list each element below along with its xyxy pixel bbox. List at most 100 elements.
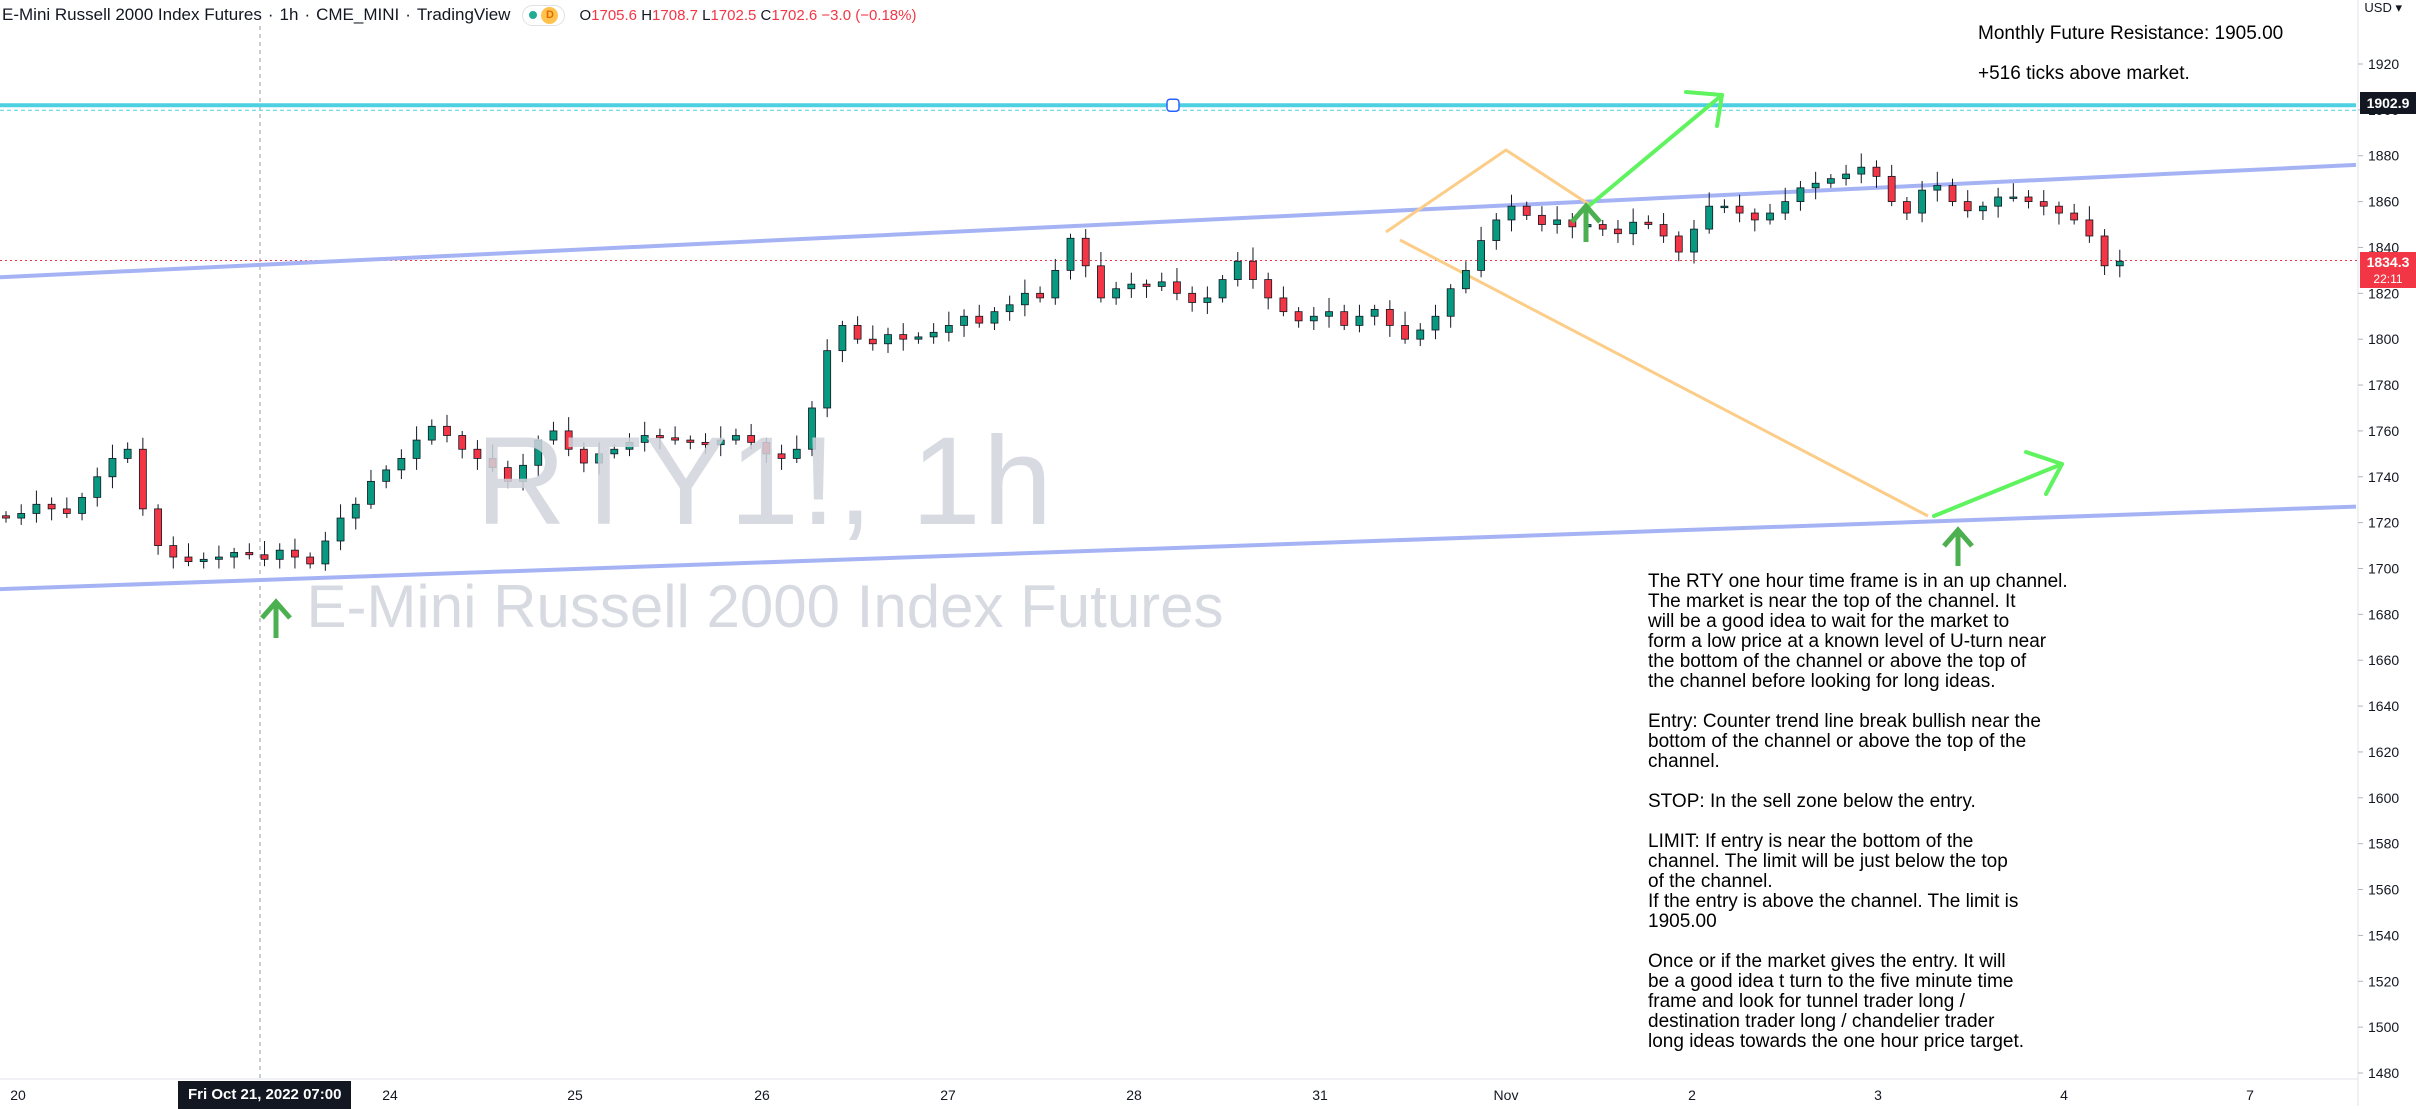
candle[interactable] [1826,174,1835,188]
analysis-paragraph-5[interactable]: Once or if the market gives the entry. I… [1648,951,2025,1052]
signal-arrows[interactable] [260,90,2064,638]
candle[interactable] [1994,187,2003,218]
channel-upper-line[interactable] [0,162,2357,280]
candle[interactable] [2,511,10,523]
candle[interactable] [929,323,938,344]
analysis-paragraph-4[interactable]: LIMIT: If entry is near the bottom of th… [1648,831,2019,932]
candle[interactable] [732,428,740,445]
candle[interactable] [1325,297,1333,328]
candle[interactable] [214,545,223,569]
candle[interactable] [2070,203,2079,225]
candle[interactable] [1902,197,1911,220]
candle[interactable] [62,497,71,519]
candle[interactable] [823,339,832,418]
candle[interactable] [777,444,786,470]
candle[interactable] [17,504,26,525]
candle[interactable] [1401,311,1409,344]
candle[interactable] [47,497,56,521]
analysis-paragraph-3[interactable]: STOP: In the sell zone below the entry. [1648,791,1976,812]
candle[interactable] [1811,171,1820,200]
candle[interactable] [1507,194,1516,232]
candle[interactable] [1796,180,1805,211]
candle[interactable] [1705,192,1714,234]
candle[interactable] [1735,194,1744,223]
candle[interactable] [78,492,86,521]
candle[interactable] [762,437,771,464]
candle[interactable] [1629,208,1638,246]
candle[interactable] [579,442,588,473]
candle[interactable] [169,536,178,569]
candle[interactable] [1279,286,1288,317]
candle[interactable] [899,323,908,351]
candle[interactable] [1720,199,1729,214]
candle[interactable] [138,437,147,516]
candle[interactable] [1066,233,1075,280]
resistance-note-ticks[interactable]: +516 ticks above market. [1978,63,2190,84]
candle[interactable] [534,435,543,477]
candle[interactable] [1370,304,1379,326]
projection-upper-path[interactable] [1385,148,1591,234]
candle[interactable] [2115,249,2124,278]
candle[interactable] [1857,153,1866,184]
candle[interactable] [656,428,664,450]
candle[interactable] [701,433,710,454]
candle[interactable] [868,325,877,351]
candle[interactable] [108,444,117,489]
candle[interactable] [367,469,375,509]
candle[interactable] [382,465,391,489]
candle[interactable] [245,543,254,560]
candle[interactable] [1385,300,1394,337]
candle[interactable] [1005,295,1014,321]
signal-up-arrow-left[interactable] [260,598,292,638]
candle[interactable] [123,442,132,464]
candle[interactable] [1781,187,1790,220]
candle[interactable] [1918,180,1926,223]
candle[interactable] [1842,164,1850,186]
time-axis[interactable]: 20 24 25 26 27 28 31 Nov 2 3 4 7 [10,1087,2254,1103]
candle[interactable] [595,442,603,475]
candle[interactable] [1340,304,1349,331]
candle[interactable] [960,309,968,337]
candle[interactable] [503,460,512,489]
resistance-line-handle[interactable] [1166,98,1180,112]
interval-label[interactable]: 1h [279,5,299,24]
candle[interactable] [1644,215,1653,230]
candle[interactable] [184,543,193,567]
candle[interactable] [154,504,162,555]
candle[interactable] [260,540,269,567]
candle[interactable] [2009,183,2018,202]
candle[interactable] [336,504,345,551]
candle[interactable] [944,311,953,342]
candle[interactable] [1979,201,1987,220]
candle[interactable] [549,421,558,445]
candle[interactable] [1233,252,1242,287]
candle[interactable] [884,327,892,353]
candle[interactable] [1598,219,1607,236]
candle[interactable] [1416,323,1425,347]
candle[interactable] [1249,247,1257,289]
candle[interactable] [1522,201,1531,220]
candle[interactable] [990,307,999,331]
target-arrow-upper[interactable] [1588,93,1724,207]
candle[interactable] [473,440,482,470]
candle[interactable] [1872,160,1881,188]
candle[interactable] [1294,307,1303,328]
candle[interactable] [412,426,421,470]
resistance-note-title[interactable]: Monthly Future Resistance: 1905.00 [1978,23,2284,44]
candle[interactable] [914,332,923,344]
candle[interactable] [564,417,573,457]
analysis-paragraph-1[interactable]: The RTY one hour time frame is in an up … [1648,571,2068,692]
candle[interactable] [1538,206,1546,232]
drawing-overlays[interactable] [0,98,2357,592]
candle[interactable] [351,497,360,530]
target-arrow-upper-head[interactable] [1684,90,1724,128]
candle[interactable] [1766,203,1774,225]
candle[interactable] [1690,219,1698,264]
candle[interactable] [747,424,756,450]
candle[interactable] [1051,258,1060,305]
target-arrow-lower[interactable] [1932,462,2064,518]
candle[interactable] [1081,229,1090,278]
projection-down-path[interactable] [1399,238,1929,518]
candle[interactable] [458,430,467,459]
